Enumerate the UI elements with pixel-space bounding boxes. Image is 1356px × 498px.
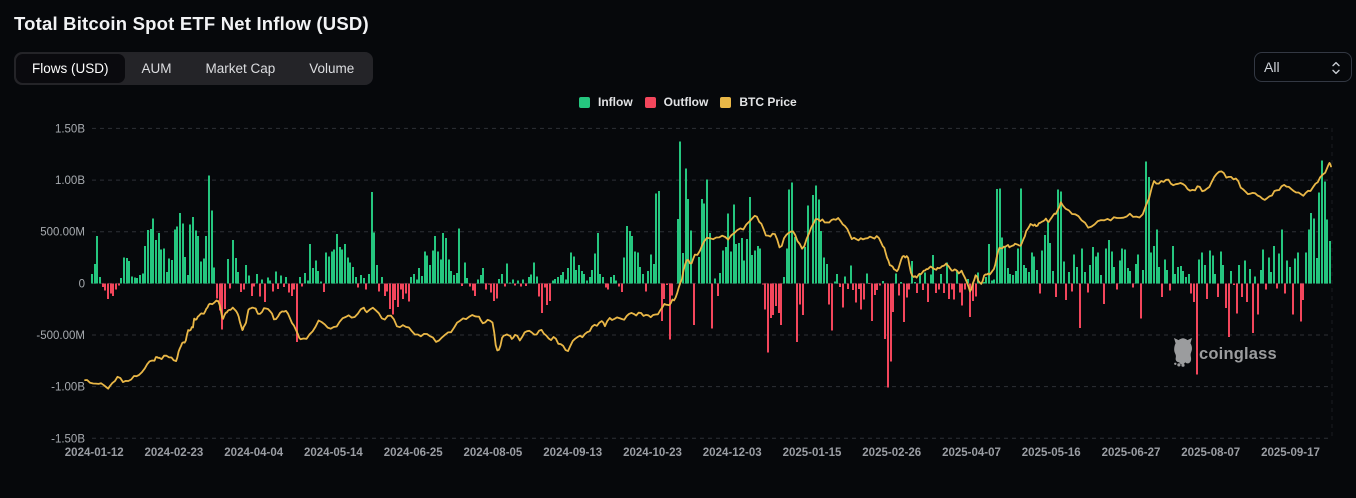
svg-text:2025-05-16: 2025-05-16	[1022, 447, 1081, 459]
svg-text:2024-04-04: 2024-04-04	[224, 447, 283, 459]
svg-text:2025-09-17: 2025-09-17	[1261, 447, 1320, 459]
svg-text:2024-10-23: 2024-10-23	[623, 447, 682, 459]
svg-text:-1.00B: -1.00B	[51, 382, 85, 394]
svg-text:2025-06-27: 2025-06-27	[1102, 447, 1161, 459]
svg-text:2024-01-12: 2024-01-12	[65, 447, 124, 459]
svg-text:2024-12-03: 2024-12-03	[703, 447, 762, 459]
svg-text:0: 0	[79, 278, 85, 290]
svg-text:-500.00M: -500.00M	[36, 330, 85, 342]
svg-text:500.00M: 500.00M	[40, 227, 85, 239]
svg-text:1.00B: 1.00B	[55, 175, 85, 187]
svg-text:1.50B: 1.50B	[55, 123, 85, 135]
svg-text:2024-02-23: 2024-02-23	[144, 447, 203, 459]
svg-text:-1.50B: -1.50B	[51, 433, 85, 445]
svg-text:2025-01-15: 2025-01-15	[783, 447, 842, 459]
svg-text:2024-06-25: 2024-06-25	[384, 447, 443, 459]
svg-text:2024-09-13: 2024-09-13	[543, 447, 602, 459]
svg-text:2025-02-26: 2025-02-26	[862, 447, 921, 459]
svg-text:coinglass: coinglass	[1199, 345, 1277, 363]
svg-text:2025-04-07: 2025-04-07	[942, 447, 1001, 459]
svg-text:2024-08-05: 2024-08-05	[463, 447, 522, 459]
svg-text:2024-05-14: 2024-05-14	[304, 447, 363, 459]
svg-text:2025-08-07: 2025-08-07	[1181, 447, 1240, 459]
